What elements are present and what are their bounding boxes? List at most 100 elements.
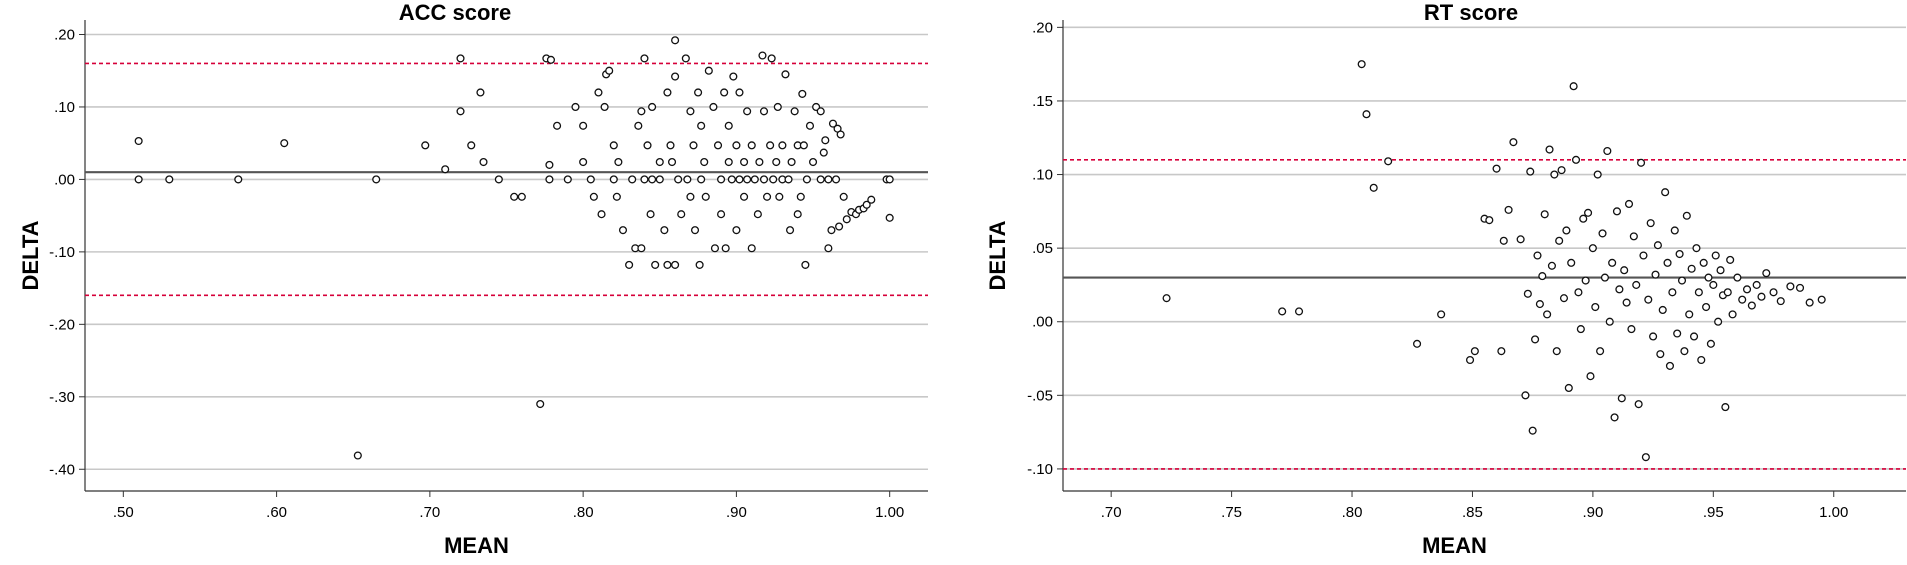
data-point xyxy=(1680,347,1689,356)
data-point xyxy=(755,157,764,167)
data-point xyxy=(563,175,572,184)
data-point xyxy=(1685,310,1694,319)
data-point xyxy=(1162,294,1171,303)
data-point xyxy=(717,175,726,184)
data-point xyxy=(824,175,833,184)
data-point xyxy=(609,175,618,184)
data-point xyxy=(1504,205,1513,214)
data-point xyxy=(655,175,664,184)
data-point xyxy=(1608,258,1617,267)
data-point xyxy=(1588,244,1597,253)
data-point xyxy=(713,141,723,150)
x-tick-label: .95 xyxy=(1703,504,1724,521)
data-point xyxy=(476,88,485,97)
y-tick-label: .00 xyxy=(1032,314,1053,331)
x-tick-label: .90 xyxy=(1582,504,1603,521)
data-point xyxy=(1622,298,1631,307)
data-point xyxy=(759,175,769,184)
data-point xyxy=(767,54,776,63)
data-point xyxy=(773,102,782,112)
y-tick-label: .10 xyxy=(1032,167,1053,184)
data-point xyxy=(758,51,767,60)
data-point xyxy=(885,213,894,222)
data-point xyxy=(597,210,606,219)
data-point xyxy=(1706,339,1715,348)
data-point xyxy=(828,119,838,128)
data-point xyxy=(1516,235,1525,244)
data-point xyxy=(1559,294,1569,303)
data-point xyxy=(1726,255,1735,264)
data-point xyxy=(821,136,830,145)
data-point xyxy=(775,192,784,201)
data-point xyxy=(134,175,143,184)
data-point xyxy=(1646,219,1655,228)
data-point xyxy=(1675,249,1684,259)
data-point xyxy=(690,226,700,235)
y-tick-label: .00 xyxy=(54,171,75,188)
data-point xyxy=(1658,305,1667,315)
data-point xyxy=(1644,295,1653,304)
data-point xyxy=(735,175,744,184)
data-point xyxy=(787,157,796,167)
data-point xyxy=(710,244,720,253)
y-tick-label: -.10 xyxy=(1027,461,1053,478)
data-point xyxy=(766,141,775,150)
data-point xyxy=(1632,280,1641,289)
data-point xyxy=(1689,332,1699,341)
data-point xyxy=(1728,310,1737,319)
data-point xyxy=(689,141,698,150)
y-tick-label: -.05 xyxy=(1027,387,1053,404)
data-point xyxy=(494,175,503,184)
data-point xyxy=(778,141,787,150)
data-point xyxy=(704,66,713,75)
data-point xyxy=(1550,170,1559,179)
chart-title: ACC score xyxy=(399,0,511,25)
data-point xyxy=(671,72,680,81)
data-point xyxy=(1574,288,1583,297)
x-tick-label: 1.00 xyxy=(875,504,904,521)
data-point xyxy=(1752,280,1761,289)
data-point xyxy=(720,88,729,97)
data-point xyxy=(1612,207,1622,216)
data-point xyxy=(1639,251,1648,260)
data-point xyxy=(781,70,790,79)
y-tick-label: .05 xyxy=(1032,240,1053,257)
data-point xyxy=(1591,302,1600,312)
data-point xyxy=(808,157,818,167)
data-point xyxy=(727,175,736,184)
y-tick-label: -.30 xyxy=(49,389,75,406)
data-point xyxy=(1742,285,1752,294)
data-point xyxy=(1564,383,1573,393)
data-point xyxy=(1584,208,1593,217)
data-point xyxy=(721,244,730,253)
data-point xyxy=(1795,283,1805,292)
data-point xyxy=(589,192,598,201)
data-point xyxy=(735,88,744,97)
data-point xyxy=(1610,413,1619,422)
data-point xyxy=(1557,166,1566,175)
data-point xyxy=(1569,82,1578,91)
y-tick-label: .20 xyxy=(1032,19,1053,36)
data-point xyxy=(1465,355,1475,365)
data-point xyxy=(1369,183,1378,192)
data-point xyxy=(1294,307,1304,316)
x-tick-label: .90 xyxy=(726,504,747,521)
data-point xyxy=(1733,273,1742,282)
data-point xyxy=(648,175,657,184)
data-point xyxy=(1581,276,1590,285)
data-point xyxy=(816,107,825,116)
data-point xyxy=(372,175,381,184)
data-point xyxy=(536,399,545,409)
x-tick-label: .70 xyxy=(1101,504,1122,521)
data-point xyxy=(634,121,643,130)
data-point xyxy=(831,175,841,184)
y-tick-label: .10 xyxy=(54,99,75,116)
data-point xyxy=(1538,272,1547,281)
data-point xyxy=(1555,236,1564,245)
data-point xyxy=(640,54,649,63)
data-point xyxy=(637,107,646,116)
data-point xyxy=(1776,297,1785,306)
data-point xyxy=(740,157,749,167)
data-point xyxy=(729,72,738,81)
data-point xyxy=(1492,164,1501,173)
